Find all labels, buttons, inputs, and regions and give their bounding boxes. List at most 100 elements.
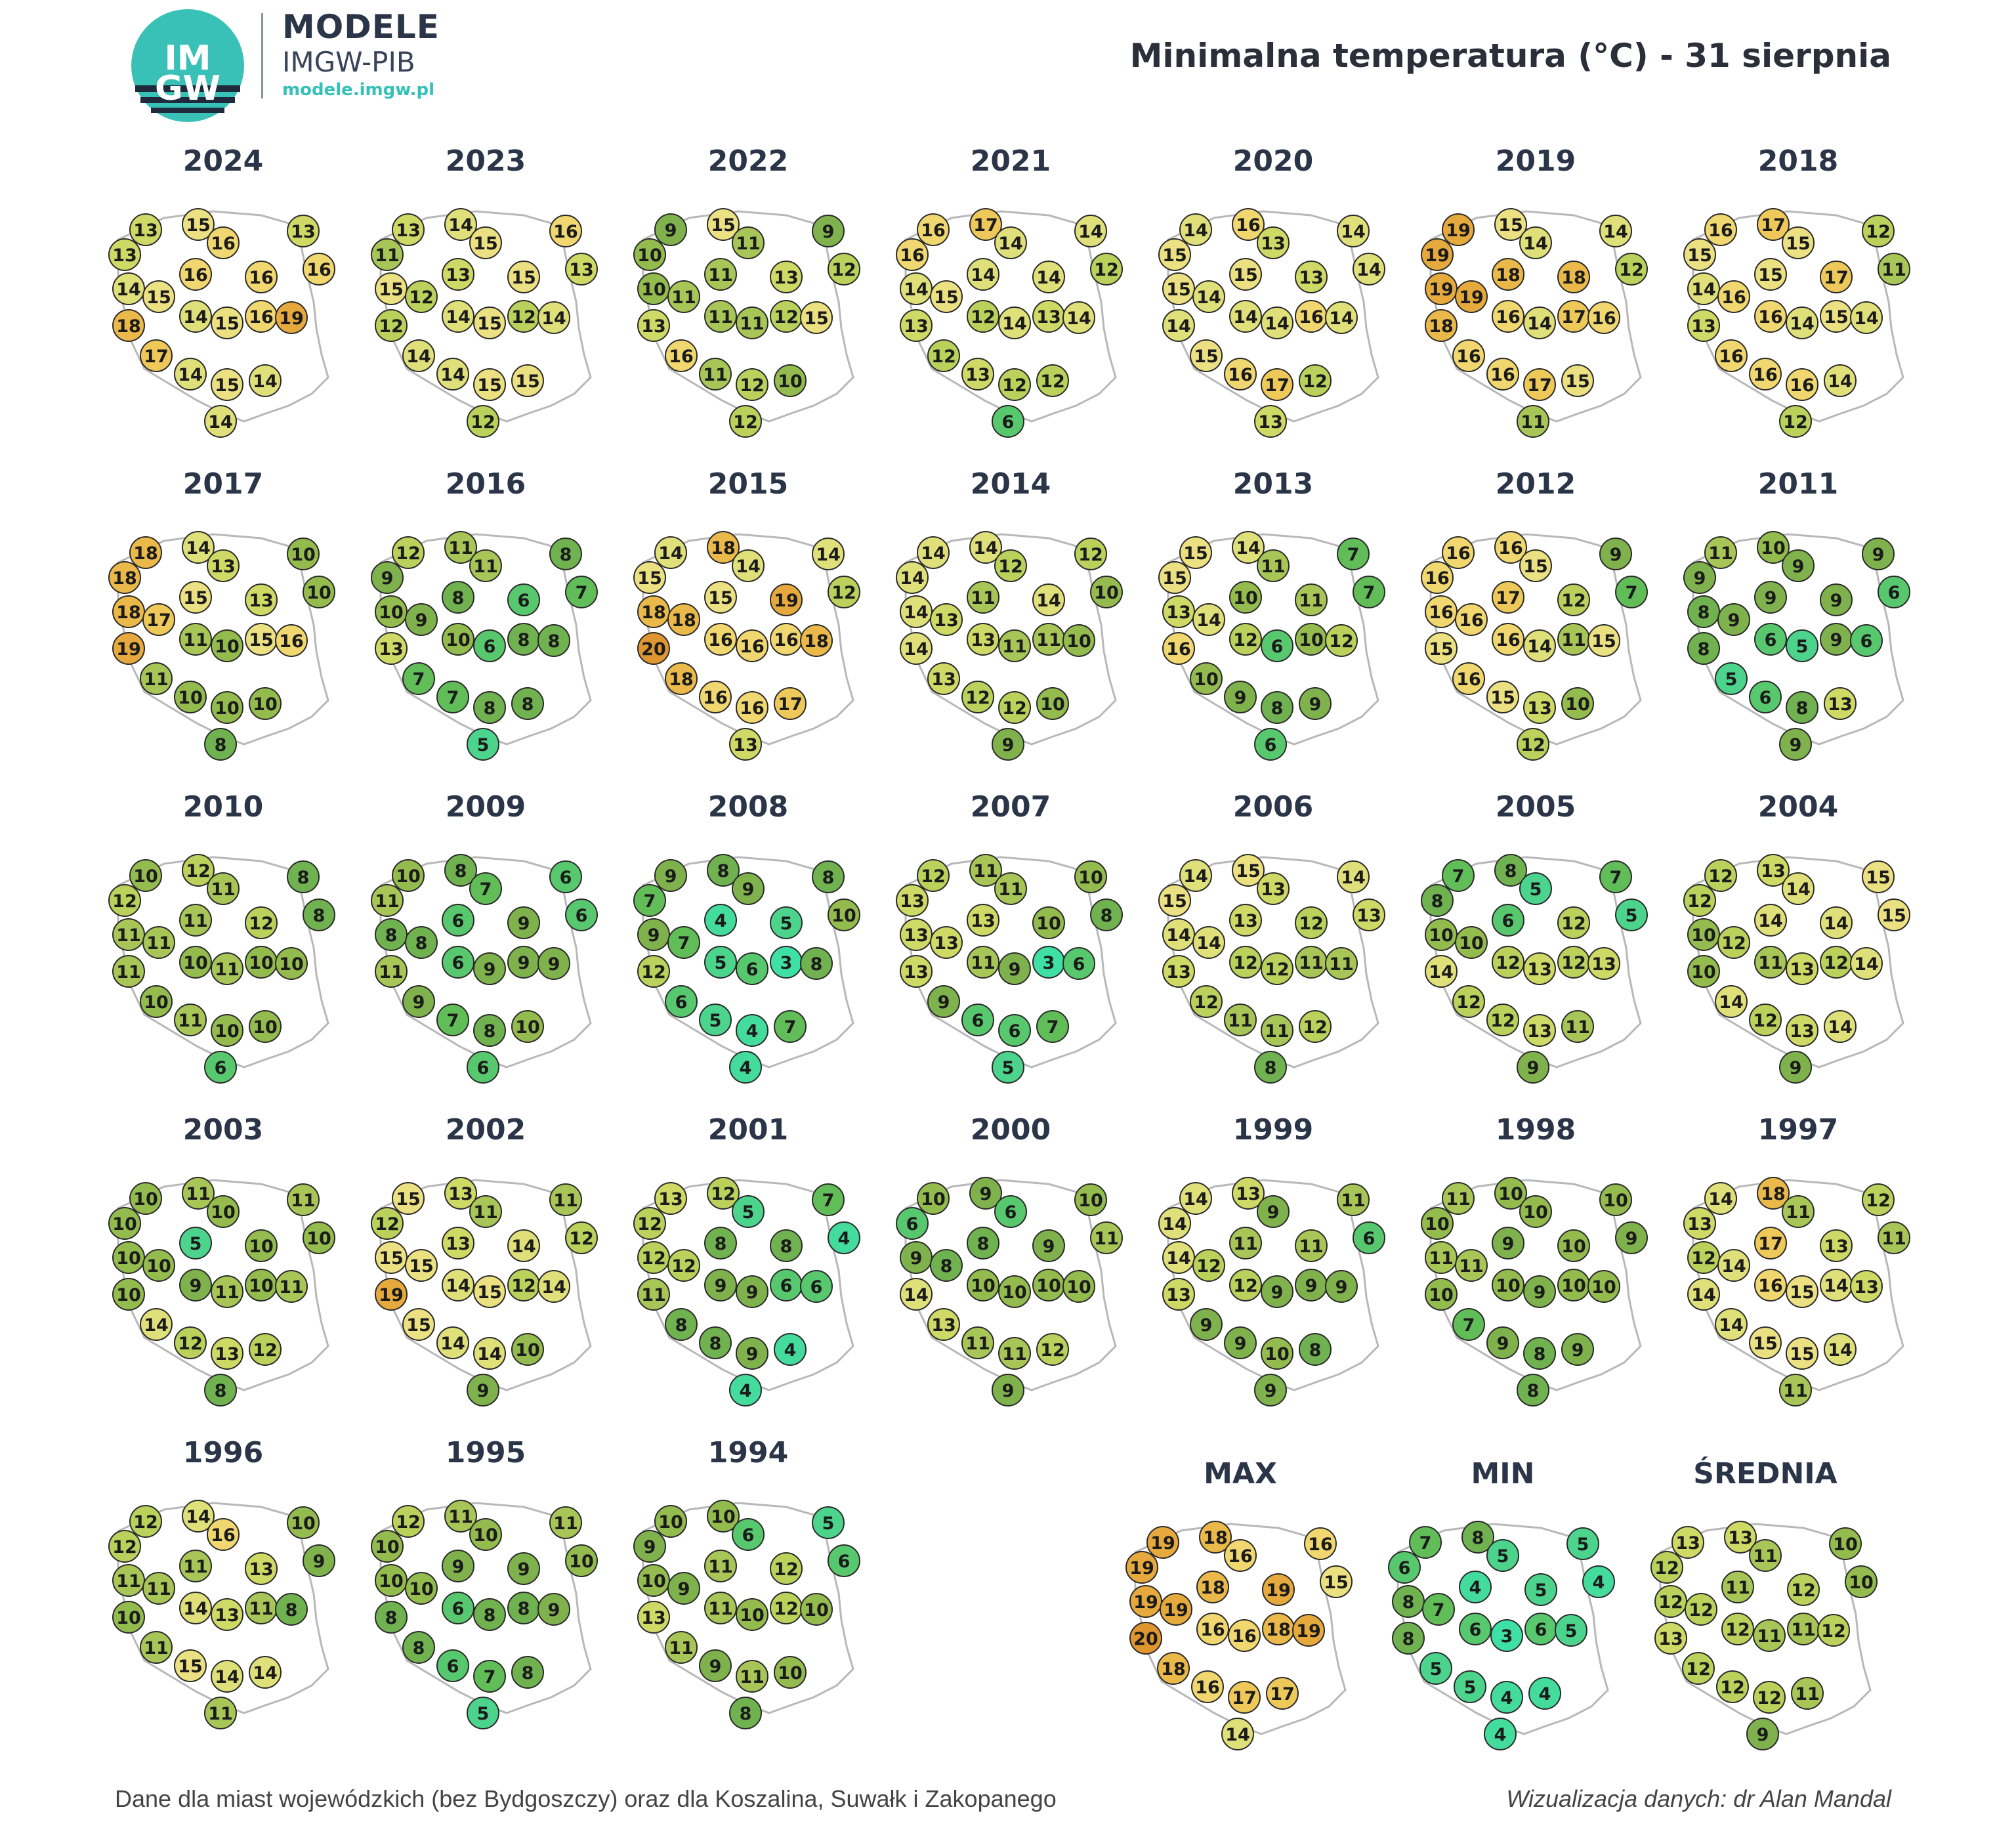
city-temperature-bubble: 5	[1786, 629, 1818, 662]
temperature-value: 6	[452, 1599, 465, 1619]
city-temperature-bubble: 11	[1787, 1613, 1820, 1645]
temperature-value: 16	[183, 265, 208, 286]
city-temperature-bubble: 12	[1190, 985, 1223, 1018]
temperature-value: 4	[1539, 1684, 1551, 1704]
city-temperature-bubble: 12	[917, 859, 950, 892]
city-temperature-bubble: 11	[549, 1183, 582, 1216]
temperature-value: 12	[971, 307, 996, 328]
temperature-value: 12	[1303, 1017, 1328, 1038]
temperature-value: 15	[477, 1282, 502, 1303]
temperature-value: 10	[1036, 1276, 1061, 1296]
temperature-value: 4	[784, 1340, 797, 1361]
city-temperature-bubble: 17	[1820, 261, 1853, 293]
city-temperature-bubble: 17	[1266, 1677, 1299, 1710]
temperature-value: 12	[1824, 953, 1849, 973]
temperature-value: 19	[116, 639, 141, 660]
temperature-value: 14	[1166, 1248, 1191, 1269]
temperature-value: 9	[1200, 1315, 1213, 1336]
city-temperature-bubble: 12	[736, 368, 768, 401]
temperature-value: 7	[1433, 1600, 1445, 1620]
temperature-value: 11	[183, 630, 208, 650]
temperature-value: 9	[648, 925, 660, 946]
city-temperature-bubble: 14	[1261, 307, 1293, 339]
city-temperature-bubble: 12	[1749, 1004, 1782, 1036]
city-temperature-bubble: 14	[473, 1337, 506, 1370]
city-temperature-bubble: 6	[732, 1518, 765, 1551]
brand-url[interactable]: modele.imgw.pl	[282, 80, 434, 100]
city-temperature-bubble: 13	[392, 213, 425, 246]
city-temperature-bubble: 8	[507, 623, 540, 656]
city-temperature-bubble: 14	[179, 1592, 212, 1624]
temperature-value: 14	[1429, 962, 1454, 983]
temperature-value: 9	[1497, 1334, 1509, 1354]
temperature-value: 6	[452, 911, 465, 931]
temperature-value: 10	[569, 1552, 594, 1572]
panel-title: 1996	[182, 1436, 264, 1470]
temperature-value: 14	[1196, 933, 1221, 954]
temperature-value: 10	[641, 280, 666, 300]
city-temperature-bubble: 4	[736, 1014, 768, 1047]
temperature-value: 14	[904, 639, 929, 660]
city-temperature-bubble: 6	[1261, 629, 1293, 662]
temperature-value: 5	[1530, 879, 1542, 900]
temperature-value: 8	[560, 545, 572, 565]
temperature-value: 18	[116, 603, 141, 623]
temperature-value: 12	[1687, 891, 1712, 912]
city-temperature-bubble: 10	[405, 1572, 438, 1605]
temperature-value: 7	[678, 933, 690, 954]
temperature-value: 10	[446, 630, 471, 650]
temperature-value: 12	[711, 1184, 736, 1204]
city-temperature-bubble: 9	[732, 872, 765, 905]
temperature-value: 11	[973, 861, 998, 881]
temperature-value: 13	[1036, 307, 1061, 328]
city-temperature-bubble: 16	[1228, 1619, 1261, 1652]
city-temperature-bubble: 9	[442, 1550, 474, 1582]
temperature-value: 19	[774, 591, 799, 611]
temperature-value: 9	[1765, 588, 1777, 608]
city-temperature-bubble: 10	[1036, 687, 1069, 720]
city-temperature-bubble: 15	[1486, 681, 1519, 713]
city-temperature-bubble: 12	[1261, 952, 1293, 985]
temperature-value: 19	[1459, 287, 1484, 308]
city-temperature-bubble: 15	[375, 1241, 408, 1274]
svg-text:IM: IM	[164, 39, 211, 78]
temperature-value: 14	[215, 1667, 240, 1687]
temperature-value: 14	[1719, 992, 1744, 1013]
temperature-value: 11	[379, 962, 404, 983]
temperature-value: 11	[116, 1571, 141, 1592]
temperature-value: 15	[1523, 557, 1548, 577]
city-temperature-bubble: 12	[1717, 926, 1750, 959]
city-temperature-bubble: 12	[828, 576, 860, 608]
temperature-value: 9	[665, 221, 677, 241]
city-temperature-bubble: 13	[927, 662, 960, 695]
city-temperature-bubble: 14	[1179, 1182, 1212, 1215]
temperature-value: 13	[1236, 1184, 1261, 1204]
temperature-value: 16	[1708, 221, 1733, 241]
temperature-value: 11	[178, 1011, 203, 1031]
temperature-value: 11	[448, 1507, 473, 1527]
city-temperature-bubble: 9	[537, 1593, 570, 1626]
temperature-value: 9	[1830, 630, 1843, 650]
temperature-value: 14	[208, 412, 233, 433]
city-temperature-bubble: 15	[930, 280, 963, 313]
city-temperature-bubble: 10	[245, 1269, 278, 1301]
city-temperature-bubble: 7	[565, 576, 598, 608]
temperature-value: 15	[1162, 891, 1187, 912]
city-temperature-bubble: 8	[442, 581, 474, 614]
temperature-value: 10	[183, 953, 208, 973]
city-temperature-bubble: 8	[699, 1326, 732, 1359]
temperature-value: 13	[774, 268, 799, 288]
temperature-value: 15	[1498, 215, 1523, 236]
city-temperature-bubble: 9	[1782, 549, 1815, 582]
city-temperature-bubble: 10	[637, 1564, 670, 1597]
city-temperature-bubble: 11	[1261, 1014, 1293, 1047]
city-temperature-bubble: 17	[1754, 1227, 1787, 1259]
city-temperature-bubble: 14	[1179, 859, 1212, 892]
temperature-value: 16	[1236, 215, 1261, 236]
temperature-value: 10	[1691, 925, 1716, 946]
temperature-value: 12	[396, 1512, 421, 1533]
